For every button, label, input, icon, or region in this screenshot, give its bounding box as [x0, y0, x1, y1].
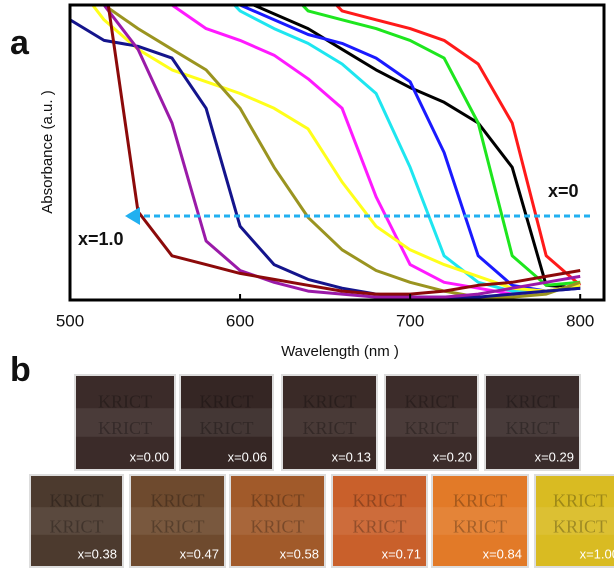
- watermark: KRICT: [453, 516, 507, 536]
- curve: [101, 5, 581, 299]
- x-axis-label: Wavelength (nm ): [281, 343, 399, 360]
- curve: [249, 5, 581, 290]
- film-band: [485, 408, 580, 437]
- film-band: [432, 507, 528, 535]
- sample-film: [484, 374, 581, 471]
- annotation: x=1.0: [78, 229, 124, 249]
- sample-film: [431, 474, 529, 568]
- watermark: KRICT: [553, 516, 607, 536]
- sample-label: x=1.00: [580, 546, 614, 561]
- watermark: KRICT: [353, 491, 407, 511]
- watermark: KRICT: [151, 491, 205, 511]
- sample-film: [331, 474, 428, 568]
- sample-label: x=0.13: [332, 449, 371, 464]
- watermark: KRICT: [200, 418, 254, 438]
- sample-film: [74, 374, 176, 471]
- panel-label: a: [10, 24, 30, 62]
- sample-film: [281, 374, 378, 471]
- watermark: KRICT: [251, 516, 305, 536]
- sample-film: [384, 374, 479, 471]
- sample-label: x=0.06: [228, 449, 267, 464]
- watermark: KRICT: [98, 392, 152, 412]
- sample-label: x=0.71: [382, 546, 421, 561]
- curve: [101, 5, 581, 299]
- watermark: KRICT: [453, 491, 507, 511]
- watermark: KRICT: [405, 418, 459, 438]
- curve: [169, 5, 581, 296]
- curve: [237, 5, 581, 293]
- curve: [232, 5, 581, 293]
- plot-frame: [68, 3, 606, 302]
- sample-label: x=0.47: [180, 546, 219, 561]
- watermark: KRICT: [303, 392, 357, 412]
- watermark: KRICT: [251, 491, 305, 511]
- panel-label: b: [10, 351, 31, 389]
- watermark: KRICT: [506, 392, 560, 412]
- sample-label: x=0.38: [78, 546, 117, 561]
- x-tick-label: 800: [566, 311, 594, 330]
- watermark: KRICT: [50, 491, 104, 511]
- curve: [334, 5, 582, 287]
- sample-film: [129, 474, 226, 568]
- watermark: KRICT: [353, 516, 407, 536]
- sample-film: [534, 474, 614, 568]
- sample-film: [29, 474, 124, 568]
- plot-area: [70, 5, 582, 299]
- sample-label: x=0.29: [535, 449, 574, 464]
- curve: [70, 18, 581, 299]
- sample-label: x=0.58: [280, 546, 319, 561]
- film-band: [282, 408, 377, 437]
- film-band: [230, 507, 325, 535]
- sample-film: [229, 474, 326, 568]
- film-band: [75, 408, 175, 437]
- watermark: KRICT: [151, 516, 205, 536]
- film-band: [180, 408, 273, 437]
- arrowhead: [125, 207, 140, 225]
- watermark: KRICT: [50, 516, 104, 536]
- x-tick-label: 700: [396, 311, 424, 330]
- y-axis-label: Absorbance (a.u. ): [39, 90, 56, 213]
- sample-label: x=0.20: [433, 449, 472, 464]
- x-tick-label: 500: [56, 311, 84, 330]
- watermark: KRICT: [98, 418, 152, 438]
- watermark: KRICT: [553, 491, 607, 511]
- film-band: [332, 507, 427, 535]
- annotation: x=0: [548, 181, 579, 201]
- film-band: [30, 507, 123, 535]
- sample-label: x=0.00: [130, 449, 169, 464]
- watermark: KRICT: [506, 418, 560, 438]
- sample-photos: KRICT KRICT x=0.00 KRICT KRICT x=0.06 KRICT KRI…: [29, 374, 614, 568]
- film-band: [535, 507, 614, 535]
- curve: [90, 5, 581, 293]
- film-band: [130, 507, 225, 535]
- watermark: KRICT: [200, 392, 254, 412]
- sample-film: [179, 374, 274, 471]
- curve: [300, 5, 581, 287]
- watermark: KRICT: [405, 392, 459, 412]
- watermark: KRICT: [303, 418, 357, 438]
- sample-label: x=0.84: [483, 546, 522, 561]
- x-tick-label: 600: [226, 311, 254, 330]
- film-band: [385, 408, 478, 437]
- curve: [106, 5, 581, 296]
